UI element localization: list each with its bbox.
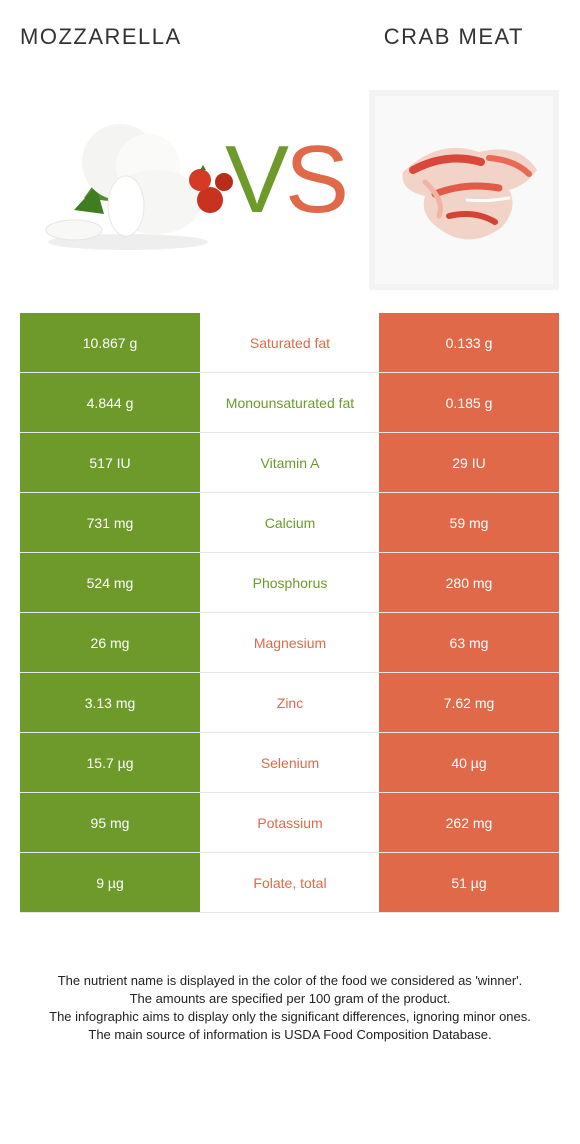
right-value-cell: 51 µg: [379, 852, 559, 913]
left-value-cell: 10.867 g: [20, 313, 201, 373]
comparison-table: 10.867 g Saturated fat 0.133 g 4.844 g Monou…: [20, 313, 559, 913]
left-value-cell: 3.13 mg: [20, 672, 201, 733]
left-value-cell: 524 mg: [20, 552, 201, 613]
mozzarella-image: [45, 124, 233, 250]
footer-line: The main source of information is USDA F…: [88, 1027, 492, 1042]
nutrient-row: 4.844 g Monounsaturated fat 0.185 g: [20, 372, 559, 433]
left-value-cell: 4.844 g: [20, 372, 201, 433]
nutrient-name-cell: Folate, total: [200, 852, 379, 913]
left-value-cell: 9 µg: [20, 852, 201, 913]
footer-line: The amounts are specified per 100 gram o…: [129, 991, 451, 1006]
right-food-title: CRAB MEAT: [383, 24, 524, 49]
left-value-cell: 15.7 µg: [20, 732, 201, 793]
nutrient-name-cell: Vitamin A: [200, 432, 379, 493]
right-value-cell: 280 mg: [379, 552, 559, 613]
nutrient-name-cell: Phosphorus: [200, 552, 379, 613]
nutrient-name-cell: Selenium: [200, 732, 379, 793]
right-value-cell: 29 IU: [379, 432, 559, 493]
right-value-cell: 7.62 mg: [379, 672, 559, 733]
nutrient-row: 731 mg Calcium 59 mg: [20, 492, 559, 553]
right-value-cell: 59 mg: [379, 492, 559, 553]
nutrient-row: 524 mg Phosphorus 280 mg: [20, 552, 559, 613]
left-value-cell: 731 mg: [20, 492, 201, 553]
vs-s-letter: S: [285, 126, 349, 233]
vs-label: VS: [225, 132, 349, 228]
nutrient-row: 26 mg Magnesium 63 mg: [20, 612, 559, 673]
nutrient-name-cell: Monounsaturated fat: [200, 372, 379, 433]
nutrient-name-cell: Zinc: [200, 672, 379, 733]
comparison-rows: 10.867 g Saturated fat 0.133 g 4.844 g Monou…: [20, 313, 559, 913]
nutrient-row: 9 µg Folate, total 51 µg: [20, 852, 559, 913]
nutrient-row: 517 IU Vitamin A 29 IU: [20, 432, 559, 493]
nutrient-name-cell: Calcium: [200, 492, 379, 553]
right-value-cell: 0.133 g: [379, 313, 559, 373]
right-value-cell: 63 mg: [379, 612, 559, 673]
right-value-cell: 262 mg: [379, 792, 559, 853]
nutrient-row: 15.7 µg Selenium 40 µg: [20, 732, 559, 793]
crab-meat-image: [369, 90, 559, 290]
footer-line: The nutrient name is displayed in the co…: [57, 973, 523, 988]
nutrient-name-cell: Saturated fat: [200, 313, 379, 373]
left-value-cell: 26 mg: [20, 612, 201, 673]
vs-v-letter: V: [225, 126, 289, 233]
right-value-cell: 40 µg: [379, 732, 559, 793]
nutrient-name-cell: Potassium: [200, 792, 379, 853]
footer-notes: The nutrient name is displayed in the co…: [16, 972, 564, 1044]
left-food-title: MOZZARELLA: [20, 24, 182, 49]
right-value-cell: 0.185 g: [379, 372, 559, 433]
footer-line: The infographic aims to display only the…: [49, 1009, 531, 1024]
left-value-cell: 517 IU: [20, 432, 201, 493]
nutrient-row: 95 mg Potassium 262 mg: [20, 792, 559, 853]
left-value-cell: 95 mg: [20, 792, 201, 853]
nutrient-name-cell: Magnesium: [200, 612, 379, 673]
nutrient-row: 10.867 g Saturated fat 0.133 g: [20, 313, 559, 373]
nutrient-row: 3.13 mg Zinc 7.62 mg: [20, 672, 559, 733]
